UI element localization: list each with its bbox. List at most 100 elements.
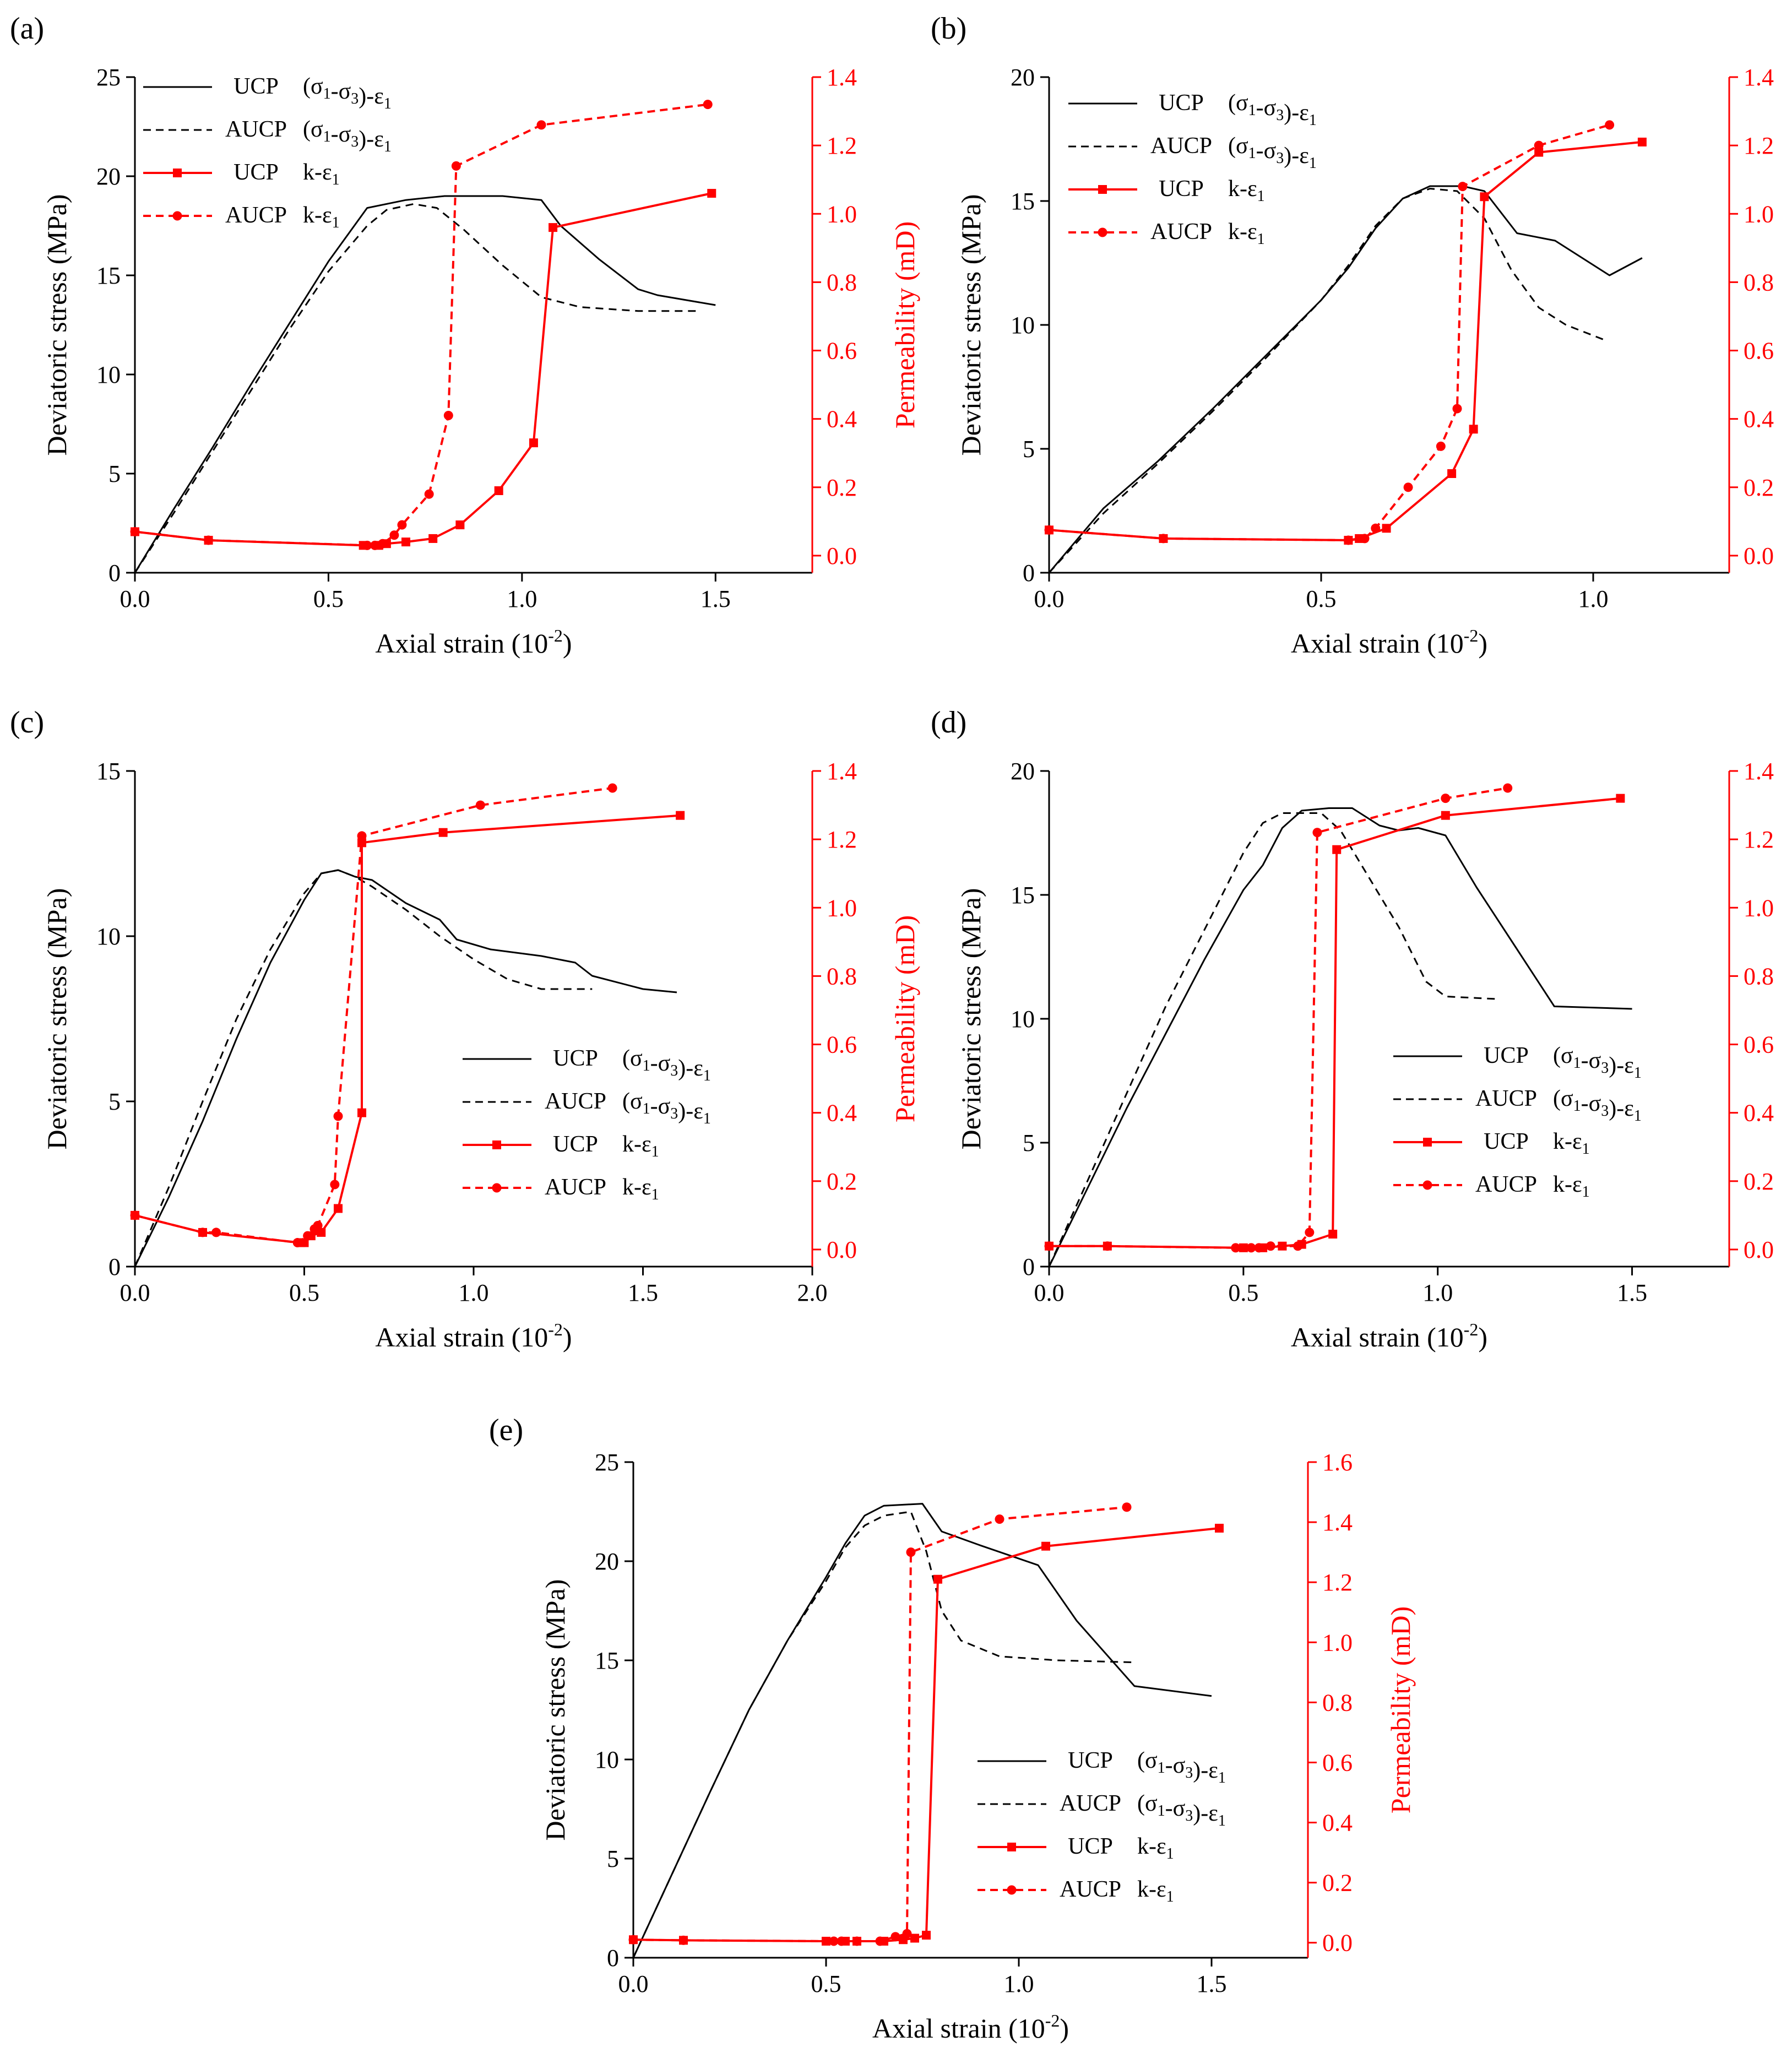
- legend-marker: [1007, 1843, 1016, 1851]
- data-point: [875, 1936, 885, 1946]
- data-point: [676, 811, 685, 820]
- y2-tick-label: 0.2: [1744, 474, 1774, 501]
- data-point: [906, 1547, 916, 1557]
- data-point: [292, 1238, 302, 1248]
- y-tick-label: 25: [96, 64, 121, 91]
- legend-label: AUCP: [225, 117, 287, 142]
- x-tick-label: 0.5: [313, 585, 344, 612]
- x-axis-title: Axial strain (10-2): [1291, 1319, 1487, 1353]
- y-tick-label: 10: [96, 923, 121, 950]
- legend-label: AUCP: [1475, 1172, 1537, 1197]
- y2-tick-label: 1.0: [827, 894, 857, 921]
- series-1: [1048, 812, 1496, 1267]
- series-1: [1048, 188, 1605, 574]
- x-tick-label: 1.5: [628, 1279, 658, 1306]
- y2-tick-label: 1.4: [827, 64, 857, 91]
- y2-tick-label: 0.0: [827, 1236, 857, 1263]
- data-point: [130, 527, 140, 537]
- data-point: [678, 1935, 688, 1945]
- legend-label: UCP: [1484, 1043, 1529, 1068]
- data-point: [1469, 425, 1478, 434]
- y2-tick-label: 1.0: [1744, 894, 1774, 921]
- x-tick-label: 0.0: [1034, 585, 1065, 612]
- data-point: [1605, 120, 1615, 130]
- data-point: [317, 1227, 326, 1237]
- series-line: [1049, 123, 1610, 541]
- series-0: [632, 1503, 1212, 1958]
- y-tick-label: 0: [1023, 560, 1035, 586]
- y2-tick-label: 0.4: [1744, 406, 1774, 433]
- x-tick-label: 0.0: [120, 585, 150, 612]
- legend: UCP (σ1-σ3)-ε1 AUCP (σ1-σ3)-ε1 UCP k-ε1 AUCP k-…: [1068, 90, 1317, 248]
- data-point: [1328, 1230, 1338, 1239]
- legend-marker: [492, 1140, 501, 1149]
- data-point: [362, 540, 372, 550]
- y2-tick-label: 0.0: [1322, 1930, 1353, 1957]
- legend-label: AUCP: [545, 1089, 606, 1114]
- data-point: [428, 534, 438, 543]
- series-line: [1048, 185, 1643, 573]
- data-point: [455, 520, 465, 530]
- x-tick-label: 0.0: [120, 1279, 150, 1306]
- y-tick-label: 15: [96, 262, 121, 289]
- y2-tick-label: 1.2: [827, 826, 857, 853]
- y-axis-title: Deviatoric stress (MPa): [540, 1579, 571, 1841]
- data-point: [995, 1514, 1004, 1524]
- data-point: [902, 1929, 912, 1938]
- legend-marker: [1007, 1885, 1017, 1895]
- data-point: [357, 838, 367, 848]
- legend: UCP (σ1-σ3)-ε1 AUCP (σ1-σ3)-ε1 UCP k-ε1 AUCP k-…: [978, 1748, 1226, 1905]
- series-0: [1048, 807, 1632, 1267]
- panel-b: (b) 0.0 0.5 1.0 0 5 10 15 20 0.0 0.2 0.4 0.6 0.8 1.0 1.…: [931, 12, 1774, 659]
- data-point: [1616, 794, 1625, 803]
- data-point: [890, 1932, 900, 1942]
- data-point: [1534, 148, 1544, 157]
- legend-marker: [1098, 227, 1107, 237]
- data-point: [1215, 1524, 1224, 1533]
- data-point: [922, 1931, 931, 1940]
- x-tick-label: 0.5: [289, 1279, 319, 1306]
- legend: UCP (σ1-σ3)-ε1 AUCP (σ1-σ3)-ε1 UCP k-ε1 AUCP k-…: [463, 1046, 711, 1203]
- legend-variable: k-ε1: [303, 203, 340, 231]
- y2-tick-label: 0.8: [827, 269, 857, 296]
- y-tick-label: 5: [607, 1845, 619, 1872]
- y2-axis-title: Permeability (mD): [889, 915, 920, 1122]
- y-tick-label: 10: [96, 361, 121, 388]
- data-point: [1371, 523, 1381, 533]
- data-point: [211, 1227, 221, 1237]
- legend-label: AUCP: [1150, 219, 1212, 245]
- series-3: [130, 783, 617, 1248]
- data-point: [1122, 1502, 1132, 1512]
- series-1: [632, 1511, 1135, 1958]
- y-tick-label: 15: [595, 1647, 619, 1674]
- data-point: [1637, 137, 1647, 146]
- x-axis-title: Axial strain (10-2): [375, 1319, 572, 1353]
- y2-tick-label: 1.4: [1744, 64, 1774, 91]
- data-point: [837, 1936, 846, 1946]
- data-point: [357, 831, 367, 841]
- panel-e: (e) 0.0 0.5 1.0 1.5 0 5 10 15 20 25 0.0 0.2 0.4 0.6 0.8…: [489, 1413, 1416, 2044]
- data-point: [829, 1936, 839, 1946]
- x-tick-label: 1.0: [507, 585, 537, 612]
- legend-marker: [492, 1183, 502, 1193]
- y-tick-label: 10: [1011, 1006, 1035, 1033]
- data-point: [1231, 1243, 1241, 1253]
- y-tick-label: 20: [595, 1548, 619, 1575]
- x-tick-label: 2.0: [797, 1279, 828, 1306]
- legend-variable: (σ1-σ3)-ε1: [622, 1089, 711, 1127]
- x-tick-label: 0.5: [1306, 585, 1337, 612]
- series-line: [1049, 140, 1643, 541]
- y2-tick-label: 0.0: [1744, 542, 1774, 569]
- panel-label: (d): [931, 705, 966, 740]
- y2-axis-title: Permeability (mD): [889, 221, 920, 428]
- legend-marker: [1098, 185, 1107, 194]
- legend-variable: k-ε1: [1137, 1877, 1174, 1905]
- data-point: [198, 1227, 208, 1237]
- data-point: [475, 800, 485, 810]
- legend-label: UCP: [1068, 1834, 1113, 1859]
- y2-tick-label: 0.4: [1744, 1100, 1774, 1127]
- y2-tick-label: 0.4: [827, 1100, 857, 1127]
- y2-tick-label: 1.2: [1322, 1569, 1353, 1596]
- legend-variable: (σ1-σ3)-ε1: [1553, 1086, 1642, 1125]
- legend-label: UCP: [233, 160, 279, 185]
